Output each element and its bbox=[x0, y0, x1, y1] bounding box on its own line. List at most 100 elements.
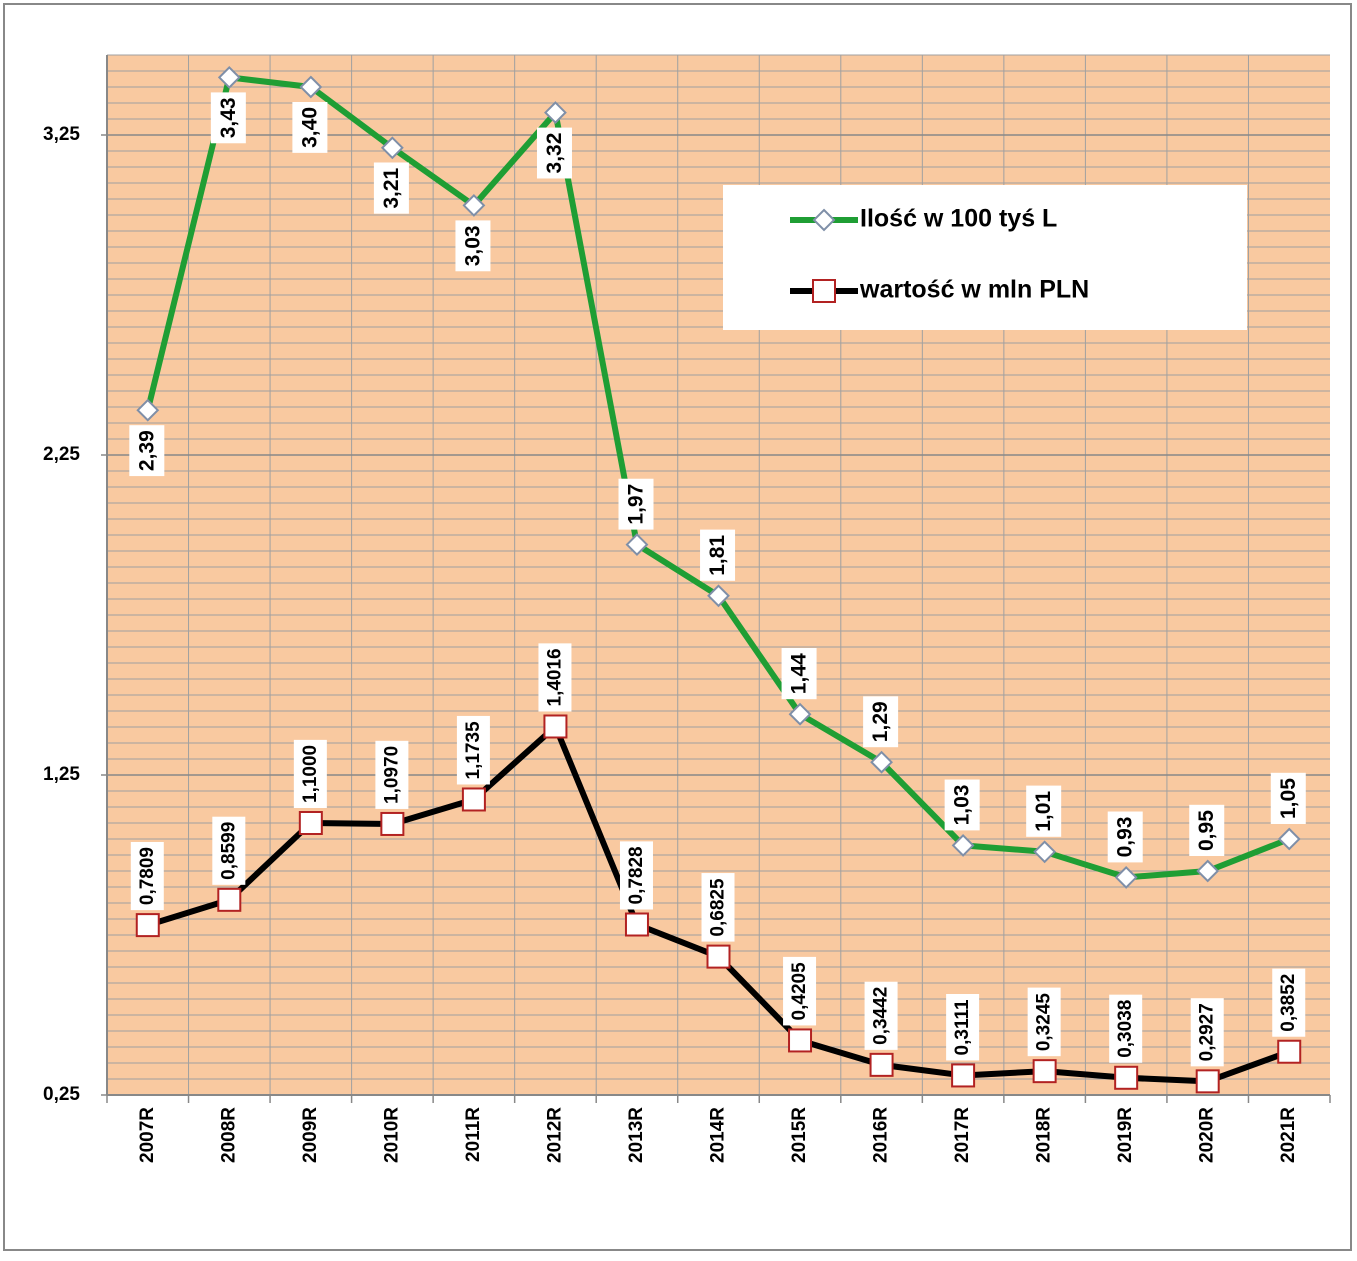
marker bbox=[624, 912, 649, 937]
data-label: 3,32 bbox=[543, 133, 566, 174]
data-label-group: 0,3442 bbox=[864, 981, 898, 1050]
data-label: 1,03 bbox=[951, 785, 974, 826]
data-label: 1,1000 bbox=[300, 745, 321, 803]
data-label: 1,81 bbox=[706, 535, 729, 576]
data-label-group: 1,44 bbox=[781, 648, 817, 700]
data-label: 0,3245 bbox=[1034, 993, 1055, 1052]
y-tick-label: 3,25 bbox=[43, 124, 80, 145]
data-label: 0,3852 bbox=[1278, 974, 1299, 1032]
data-label: 1,0970 bbox=[381, 746, 402, 804]
data-label-group: 0,3038 bbox=[1109, 994, 1143, 1063]
marker bbox=[543, 714, 568, 739]
y-tick-label: 2,25 bbox=[43, 444, 80, 465]
data-label-box bbox=[293, 739, 327, 808]
marker bbox=[1277, 827, 1301, 851]
data-label-group: 0,2927 bbox=[1190, 998, 1224, 1067]
data-label-group: 1,97 bbox=[618, 478, 654, 530]
data-label-group: 0,3111 bbox=[946, 993, 980, 1061]
data-label: 0,3442 bbox=[871, 987, 892, 1045]
data-label-box bbox=[1109, 994, 1143, 1063]
data-label-group: 1,81 bbox=[700, 529, 736, 581]
data-label-group: 0,6825 bbox=[701, 873, 735, 942]
data-label: 0,3038 bbox=[1115, 1000, 1136, 1058]
data-label-group: 1,1735 bbox=[456, 715, 490, 785]
data-label: 1,05 bbox=[1277, 778, 1300, 819]
marker bbox=[788, 702, 812, 726]
x-tick-label: 2011R bbox=[463, 1107, 484, 1162]
data-label: 3,21 bbox=[380, 167, 403, 208]
data-label-group: 0,7809 bbox=[130, 841, 164, 911]
x-tick-group: 2021R bbox=[1278, 1107, 1299, 1163]
marker bbox=[299, 75, 323, 99]
data-label-group: 0,4205 bbox=[783, 956, 817, 1026]
x-tick-label: 2016R bbox=[871, 1107, 892, 1163]
data-label-group: 1,1000 bbox=[293, 739, 327, 808]
x-tick-group: 2014R bbox=[708, 1107, 729, 1163]
marker bbox=[1114, 1065, 1139, 1090]
data-label-group: 2,39 bbox=[129, 425, 165, 477]
data-label-group: 3,21 bbox=[373, 162, 409, 214]
x-tick-group: 2010R bbox=[381, 1107, 402, 1163]
data-label-group: 0,95 bbox=[1189, 804, 1225, 856]
marker bbox=[1032, 1059, 1057, 1084]
marker bbox=[951, 833, 975, 857]
data-label-box bbox=[292, 102, 328, 153]
data-label-group: 1,0970 bbox=[375, 740, 409, 809]
x-tick-label: 2008R bbox=[218, 1107, 239, 1163]
data-label-box bbox=[863, 696, 899, 748]
data-label: 2,39 bbox=[135, 430, 158, 471]
data-label-group: 1,01 bbox=[1026, 785, 1062, 837]
data-label-box bbox=[1189, 804, 1225, 856]
data-label-box bbox=[1270, 772, 1306, 824]
data-label: 3,03 bbox=[461, 225, 484, 266]
marker bbox=[135, 913, 160, 938]
x-tick-group: 2009R bbox=[300, 1107, 321, 1163]
data-label-box bbox=[210, 92, 246, 144]
x-tick-label: 2012R bbox=[544, 1107, 565, 1163]
marker bbox=[136, 398, 160, 422]
legend-label: wartość w mln PLN bbox=[859, 276, 1089, 304]
marker bbox=[812, 208, 836, 232]
data-label: 0,4205 bbox=[789, 962, 810, 1021]
data-label-box bbox=[212, 816, 246, 885]
y-tick-label: 1,25 bbox=[43, 764, 80, 785]
x-tick-label: 2009R bbox=[300, 1107, 321, 1163]
data-label-group: 1,4016 bbox=[538, 643, 572, 712]
data-label: 1,1735 bbox=[463, 721, 484, 780]
x-tick-group: 2007R bbox=[137, 1107, 158, 1163]
data-label-box bbox=[455, 220, 491, 272]
legend-box bbox=[723, 185, 1247, 330]
data-label: 0,2927 bbox=[1197, 1003, 1218, 1061]
marker bbox=[870, 750, 893, 774]
marker bbox=[1195, 1069, 1220, 1094]
data-label-group: 0,3245 bbox=[1027, 987, 1061, 1057]
data-label-box bbox=[1026, 785, 1062, 837]
x-tick-label: 2015R bbox=[789, 1107, 810, 1163]
x-tick-group: 2015R bbox=[789, 1107, 810, 1163]
data-label-box bbox=[130, 841, 164, 911]
marker bbox=[217, 65, 241, 89]
data-label: 1,97 bbox=[625, 484, 648, 525]
data-label-group: 1,03 bbox=[944, 779, 980, 831]
x-tick-group: 2011R bbox=[463, 1107, 484, 1162]
marker bbox=[812, 279, 836, 303]
x-tick-group: 2012R bbox=[544, 1107, 565, 1163]
data-label-group: 0,7828 bbox=[619, 841, 653, 910]
data-label: 0,7809 bbox=[137, 847, 158, 905]
data-label-box bbox=[781, 648, 817, 700]
marker bbox=[707, 584, 730, 608]
data-label-box bbox=[1190, 998, 1224, 1067]
data-label-box bbox=[619, 841, 653, 910]
marker bbox=[1277, 1039, 1302, 1064]
legend-label: Ilość w 100 tyś L bbox=[860, 205, 1057, 233]
x-tick-group: 2018R bbox=[1034, 1107, 1055, 1163]
data-label-box bbox=[538, 643, 572, 712]
x-tick-group: 2019R bbox=[1115, 1107, 1136, 1163]
data-label-box bbox=[783, 956, 817, 1026]
data-label-group: 1,29 bbox=[863, 696, 899, 748]
data-label-box bbox=[701, 873, 735, 942]
data-label: 0,7828 bbox=[626, 846, 647, 904]
data-label: 1,44 bbox=[788, 653, 811, 694]
x-tick-label: 2019R bbox=[1115, 1107, 1136, 1163]
